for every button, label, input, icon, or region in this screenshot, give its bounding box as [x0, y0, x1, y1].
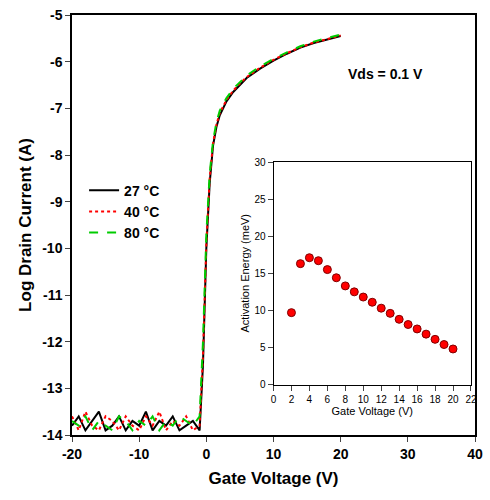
svg-text:15: 15: [254, 268, 266, 279]
svg-text:10: 10: [358, 394, 370, 405]
svg-text:-10: -10: [129, 446, 149, 462]
svg-text:Activation Energy (meV): Activation Energy (meV): [239, 214, 251, 333]
svg-text:10: 10: [266, 446, 282, 462]
svg-text:0: 0: [260, 379, 266, 390]
svg-text:0: 0: [271, 394, 277, 405]
svg-text:-8: -8: [50, 147, 63, 163]
svg-text:20: 20: [333, 446, 349, 462]
svg-text:-6: -6: [50, 54, 63, 70]
svg-text:18: 18: [430, 394, 442, 405]
svg-text:2: 2: [289, 394, 295, 405]
svg-text:30: 30: [400, 446, 416, 462]
svg-text:-5: -5: [50, 7, 63, 23]
svg-text:-9: -9: [50, 194, 63, 210]
svg-text:Vds = 0.1 V: Vds = 0.1 V: [348, 66, 423, 82]
svg-text:-13: -13: [42, 380, 62, 396]
svg-text:12: 12: [376, 394, 388, 405]
svg-text:-11: -11: [43, 287, 63, 303]
svg-text:-7: -7: [50, 100, 63, 116]
svg-text:8: 8: [343, 394, 349, 405]
svg-text:Gate Voltage (V): Gate Voltage (V): [208, 469, 338, 488]
svg-text:14: 14: [394, 394, 406, 405]
svg-text:80 °C: 80 °C: [124, 225, 159, 241]
svg-text:22: 22: [465, 394, 477, 405]
svg-text:25: 25: [254, 194, 266, 205]
svg-text:40: 40: [467, 446, 483, 462]
svg-text:16: 16: [412, 394, 424, 405]
svg-text:6: 6: [325, 394, 331, 405]
svg-text:20: 20: [447, 394, 459, 405]
svg-text:-20: -20: [62, 446, 82, 462]
svg-text:30: 30: [254, 157, 266, 168]
svg-text:Gate Voltage (V): Gate Voltage (V): [332, 405, 413, 417]
svg-text:5: 5: [260, 342, 266, 353]
svg-text:27 °C: 27 °C: [124, 183, 159, 199]
svg-text:10: 10: [254, 305, 266, 316]
svg-text:-12: -12: [42, 334, 62, 350]
svg-text:20: 20: [254, 231, 266, 242]
svg-text:-14: -14: [42, 427, 62, 443]
svg-text:0: 0: [202, 446, 210, 462]
svg-text:Log Drain Current (A): Log Drain Current (A): [16, 138, 35, 312]
svg-text:40 °C: 40 °C: [124, 204, 159, 220]
svg-text:4: 4: [307, 394, 313, 405]
svg-text:-10: -10: [42, 240, 62, 256]
